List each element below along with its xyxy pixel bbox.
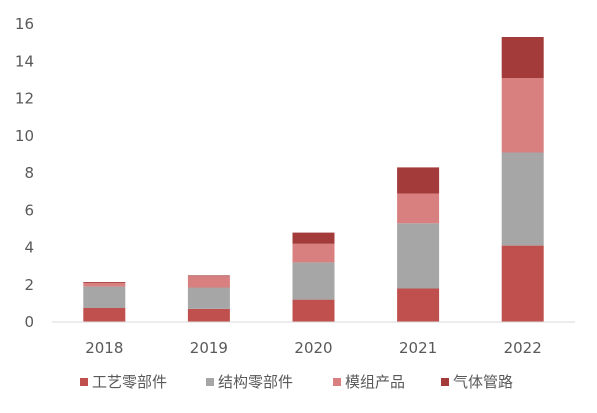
y-tick-label: 10 — [15, 127, 34, 145]
y-axis: 0 2 4 6 8 10 12 14 16 — [15, 15, 34, 331]
y-tick-label: 8 — [24, 164, 34, 182]
bar-segment-2021-0 — [397, 288, 440, 322]
bars — [83, 37, 544, 322]
legend: 工艺零部件 结构零部件 模组产品 气体管路 — [80, 373, 513, 391]
bar-segment-2019-3 — [187, 275, 230, 277]
bar-segment-2019-2 — [187, 276, 230, 288]
bar-segment-2018-0 — [83, 308, 126, 322]
legend-swatch — [441, 378, 449, 386]
y-tick-label: 16 — [15, 15, 34, 33]
bar-segment-2022-2 — [501, 78, 544, 153]
y-tick-label: 12 — [15, 90, 34, 108]
bar-segment-2020-0 — [292, 299, 335, 322]
y-tick-label: 0 — [24, 313, 34, 331]
legend-swatch — [206, 378, 214, 386]
legend-label: 模组产品 — [345, 373, 405, 391]
bar-segment-2021-1 — [397, 223, 440, 289]
legend-swatch — [333, 378, 341, 386]
bar-segment-2020-1 — [292, 262, 335, 300]
x-tick-label: 2018 — [85, 339, 123, 357]
bar-segment-2018-1 — [83, 286, 126, 308]
y-tick-label: 6 — [24, 201, 34, 219]
bar-segment-2018-3 — [83, 282, 126, 283]
y-tick-label: 2 — [24, 276, 34, 294]
bar-segment-2019-0 — [187, 309, 230, 322]
x-tick-label: 2021 — [399, 339, 437, 357]
x-tick-label: 2019 — [190, 339, 228, 357]
bar-segment-2020-3 — [292, 232, 335, 244]
bar-segment-2020-2 — [292, 243, 335, 263]
x-tick-label: 2022 — [504, 339, 542, 357]
legend-swatch — [80, 378, 88, 386]
legend-label: 结构零部件 — [218, 373, 293, 391]
legend-label: 工艺零部件 — [92, 373, 167, 391]
y-tick-label: 14 — [15, 52, 34, 70]
y-tick-label: 4 — [24, 239, 34, 257]
bar-segment-2022-1 — [501, 152, 544, 246]
bar-segment-2021-3 — [397, 167, 440, 194]
legend-label: 气体管路 — [453, 373, 513, 391]
bar-segment-2018-2 — [83, 282, 126, 287]
bar-segment-2019-1 — [187, 287, 230, 309]
x-axis: 2018 2019 2020 2021 2022 — [52, 321, 575, 357]
bar-segment-2022-3 — [501, 37, 544, 78]
bar-segment-2022-0 — [501, 245, 544, 322]
x-tick-label: 2020 — [294, 339, 332, 357]
bar-segment-2021-2 — [397, 193, 440, 224]
